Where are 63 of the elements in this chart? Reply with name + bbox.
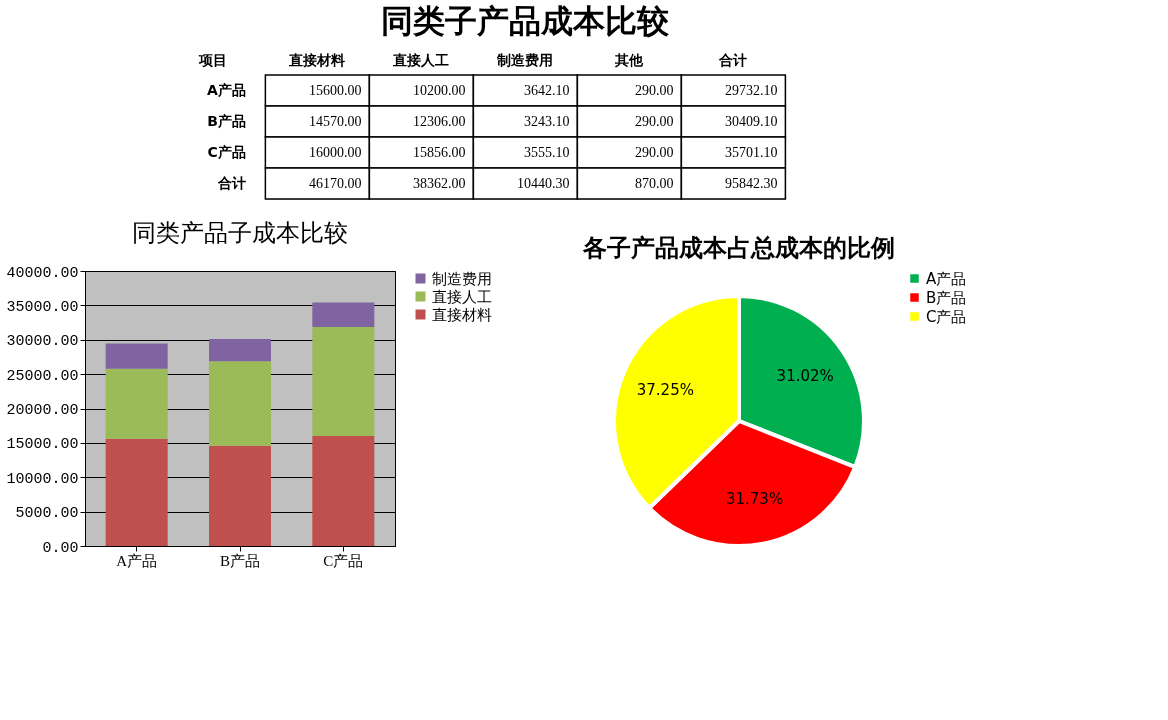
legend-label: A产品 [926, 269, 967, 288]
bar [105, 438, 168, 546]
category-label: 合计 [217, 174, 246, 191]
category-label: A产品 [207, 81, 246, 98]
legend-label: C产品 [926, 307, 967, 326]
category-label: 直接材料 [288, 51, 346, 68]
legend-label: 制造费用 [432, 269, 492, 288]
category-label: 其他 [614, 51, 645, 68]
text: 290.00 [634, 113, 674, 129]
x-tick-label: C产品 [323, 552, 364, 569]
bar [312, 302, 375, 327]
y-tick-label: 10000.00 [6, 470, 79, 488]
text: 项目 [198, 52, 228, 68]
bar [209, 338, 271, 362]
text: 3243.10 [523, 113, 570, 129]
category-label: 直接人工 [392, 51, 450, 68]
text: 30409.10 [724, 113, 778, 129]
text: 12306.00 [412, 113, 466, 129]
text: 10440.30 [516, 175, 570, 191]
text: 290.00 [634, 144, 674, 160]
data-label: 31.02% [776, 367, 834, 386]
legend-label: 直接材料 [432, 305, 492, 324]
chart-title: 各子产品成本占总成本的比例 [582, 234, 895, 262]
y-tick-label: 5000.00 [15, 505, 79, 523]
text: 3642.10 [523, 82, 570, 98]
bar [105, 343, 168, 369]
text: 870.00 [634, 175, 674, 191]
text: 14570.00 [308, 113, 362, 129]
bar [312, 326, 375, 436]
text: 290.00 [634, 82, 674, 98]
category-label: C产品 [207, 143, 246, 160]
text: 3555.10 [523, 144, 570, 160]
text: 10200.00 [412, 82, 466, 98]
text: 16000.00 [308, 144, 362, 160]
x-tick-label: B产品 [219, 552, 261, 569]
text: 15856.00 [412, 144, 466, 160]
text: 46170.00 [308, 175, 362, 191]
category-label: B产品 [207, 112, 246, 129]
bar [209, 361, 271, 446]
text: 同类子产品成本比较 [381, 2, 671, 40]
y-tick-label: 0.00 [42, 539, 79, 557]
text: 35701.10 [724, 144, 778, 160]
bar [312, 436, 375, 546]
data-label: 31.73% [725, 490, 784, 509]
text: 29732.10 [724, 82, 778, 98]
y-tick-label: 15000.00 [6, 436, 79, 454]
legend-label: 直接人工 [432, 287, 492, 306]
y-tick-label: 20000.00 [6, 402, 79, 419]
text: 38362.00 [412, 175, 466, 191]
category-label: 制造费用 [496, 51, 554, 68]
category-label: 合计 [718, 51, 748, 68]
y-tick-label: 40000.00 [6, 264, 79, 282]
x-tick-label: A产品 [116, 552, 158, 569]
y-tick-label: 30000.00 [6, 333, 79, 351]
y-tick-label: 25000.00 [6, 367, 79, 385]
text: 15600.00 [308, 82, 362, 98]
bar [209, 445, 271, 546]
legend-label: B产品 [926, 288, 967, 307]
text: 95842.30 [724, 175, 778, 191]
bar [105, 368, 168, 439]
data-label: 37.25% [636, 380, 694, 399]
chart-title: 同类产品子成本比较 [132, 220, 348, 246]
y-tick-label: 35000.00 [6, 298, 79, 316]
